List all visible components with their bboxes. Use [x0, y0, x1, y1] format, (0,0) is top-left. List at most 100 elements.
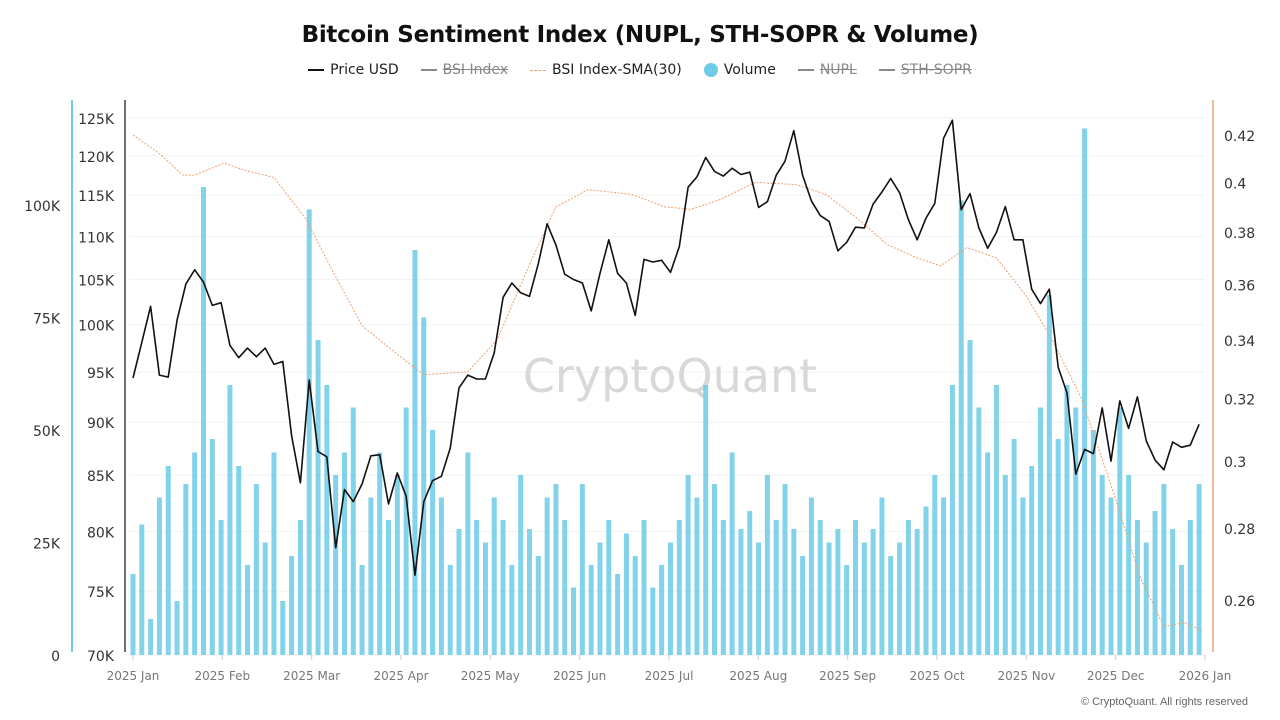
volume-bar	[297, 520, 303, 655]
price-axis-tick: 75K	[87, 585, 115, 601]
volume-bar	[359, 565, 365, 655]
volume-bar	[914, 529, 920, 655]
volume-bar	[535, 556, 541, 655]
volume-bar	[1108, 497, 1114, 655]
volume-bar	[720, 520, 726, 655]
volume-bar	[808, 497, 814, 655]
volume-bar	[826, 542, 832, 655]
x-axis-tick: 2026 Jan	[1179, 669, 1232, 683]
volume-bar	[1020, 497, 1026, 655]
volume-axis-tick: 0	[51, 649, 60, 665]
x-axis-tick: 2025 Jun	[553, 669, 606, 683]
legend-item-sth-sopr[interactable]: STH-SOPR	[878, 62, 972, 78]
volume-bar	[421, 317, 427, 655]
volume-bar	[209, 439, 215, 655]
volume-bar	[623, 533, 629, 655]
x-axis-tick: 2025 Aug	[729, 669, 787, 683]
volume-bar	[377, 452, 383, 655]
volume-bar	[756, 542, 762, 655]
volume-bar	[879, 497, 885, 655]
volume-bar	[165, 466, 171, 655]
volume-bar	[456, 529, 462, 655]
volume-bar	[579, 484, 585, 655]
legend-label: Price USD	[330, 62, 399, 78]
volume-bar	[941, 497, 947, 655]
volume-bar	[509, 565, 515, 655]
volume-bar	[333, 475, 339, 655]
line-swatch-icon	[420, 69, 437, 71]
volume-bar	[192, 452, 198, 655]
price-axis-tick: 80K	[87, 525, 115, 541]
legend-label: BSI Index-SMA(30)	[552, 62, 682, 78]
legend: Price USD BSI Index BSI Index-SMA(30) Vo…	[0, 62, 1280, 78]
volume-bar	[659, 565, 665, 655]
price-line	[132, 119, 1200, 577]
legend-label: NUPL	[819, 62, 857, 78]
volume-bar	[932, 475, 938, 655]
line-swatch-icon	[878, 69, 895, 71]
volume-bar	[500, 520, 506, 655]
price-axis-tick: 70K	[87, 649, 115, 665]
volume-bar	[156, 497, 162, 655]
legend-item-nupl[interactable]: NUPL	[797, 62, 857, 78]
volume-bar	[905, 520, 911, 655]
bsi-axis-tick: 0.32	[1224, 393, 1255, 409]
legend-item-bsi-index[interactable]: BSI Index	[420, 62, 508, 78]
volume-bar	[1170, 529, 1176, 655]
volume-bar	[1055, 439, 1061, 655]
bsi-axis-tick: 0.3	[1224, 455, 1246, 471]
volume-bar	[183, 484, 189, 655]
volume-bar	[1134, 520, 1140, 655]
volume-bar	[852, 520, 858, 655]
volume-axis-tick: 100K	[24, 199, 61, 215]
bsi-axis-tick: 0.42	[1224, 129, 1255, 145]
legend-label: Volume	[723, 62, 776, 78]
volume-bar	[835, 529, 841, 655]
volume-bar	[729, 452, 735, 655]
bsi-sma-line	[132, 134, 1203, 631]
volume-axis-tick: 25K	[33, 537, 61, 553]
volume-bar	[412, 250, 418, 655]
x-axis-tick: 2025 Dec	[1087, 669, 1145, 683]
volume-bar	[782, 484, 788, 655]
volume-bar	[1161, 484, 1167, 655]
volume-bar	[245, 565, 251, 655]
volume-bar	[606, 520, 612, 655]
bsi-axis-tick: 0.34	[1224, 334, 1255, 350]
volume-bar	[306, 209, 312, 655]
volume-bar	[1073, 407, 1079, 655]
volume-bar	[641, 520, 647, 655]
x-axis-tick: 2025 Jul	[645, 669, 694, 683]
volume-bar	[1126, 475, 1132, 655]
price-axis-tick: 85K	[87, 469, 115, 485]
volume-bar	[738, 529, 744, 655]
volume-bar	[985, 452, 991, 655]
volume-bar	[632, 556, 638, 655]
legend-item-price-usd[interactable]: Price USD	[308, 62, 399, 78]
legend-item-volume[interactable]: Volume	[703, 62, 776, 78]
volume-bar	[703, 385, 709, 655]
volume-bar	[615, 574, 621, 655]
volume-bar	[553, 484, 559, 655]
x-axis-tick: 2025 Jan	[107, 669, 160, 683]
volume-bar	[870, 529, 876, 655]
price-axis-tick: 105K	[78, 273, 115, 289]
volume-bar	[280, 601, 286, 655]
volume-bar	[253, 484, 259, 655]
volume-bar	[888, 556, 894, 655]
volume-axis-tick: 50K	[33, 424, 61, 440]
chart-title: Bitcoin Sentiment Index (NUPL, STH-SOPR …	[301, 22, 979, 48]
price-axis-tick: 115K	[78, 189, 115, 205]
volume-bar	[562, 520, 568, 655]
volume-bar	[1029, 466, 1035, 655]
volume-bar	[667, 542, 673, 655]
volume-bar	[218, 520, 224, 655]
volume-bar	[341, 452, 347, 655]
volume-bar	[1143, 542, 1149, 655]
volume-bar	[474, 520, 480, 655]
volume-axis-tick: 75K	[33, 312, 61, 328]
legend-item-bsi-sma[interactable]: BSI Index-SMA(30)	[530, 62, 682, 78]
volume-bar	[676, 520, 682, 655]
volume-bar	[1082, 128, 1088, 655]
volume-bar	[394, 475, 400, 655]
